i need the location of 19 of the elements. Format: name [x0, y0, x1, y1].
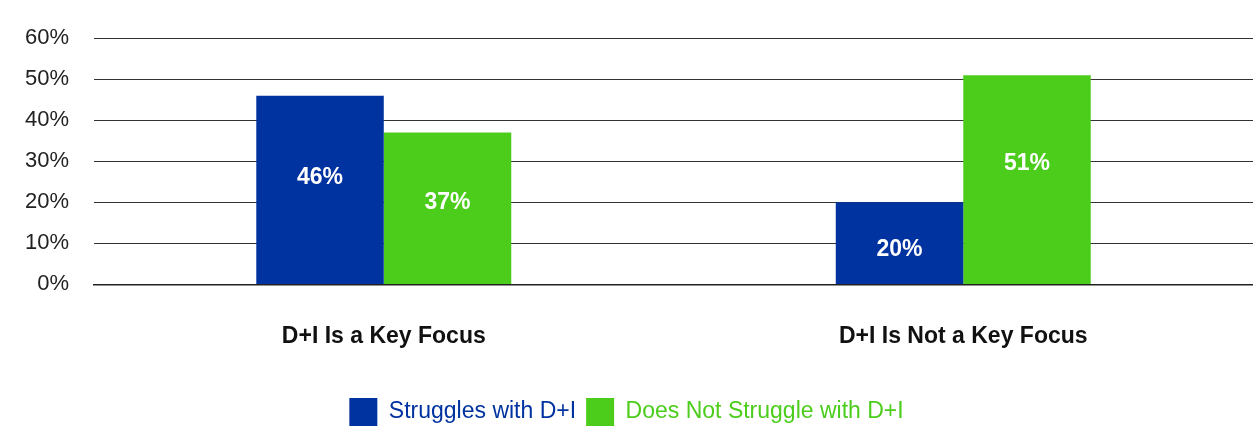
bar [963, 75, 1091, 284]
bar [835, 202, 964, 284]
bar [256, 95, 384, 284]
y-tick-label: 10% [24, 229, 70, 255]
x-tick-label: D+I Is Not a Key Focus [838, 321, 1088, 348]
legend-label: Does Not Struggle with D+I [625, 397, 904, 424]
y-tick-label: 50% [24, 65, 70, 91]
y-tick-label: 60% [24, 24, 70, 50]
data-label: 20% [876, 234, 923, 261]
y-tick-label: 0% [37, 270, 70, 296]
data-label: 46% [297, 163, 344, 190]
y-tick-label: 20% [24, 188, 70, 214]
data-label: 37% [424, 187, 471, 214]
y-tick-label: 40% [24, 106, 70, 132]
legend-label: Struggles with D+I [388, 397, 577, 424]
x-tick-label: D+I Is a Key Focus [281, 321, 486, 348]
bar [383, 132, 512, 284]
data-label: 51% [1003, 149, 1051, 176]
y-tick-label: 30% [24, 147, 70, 173]
